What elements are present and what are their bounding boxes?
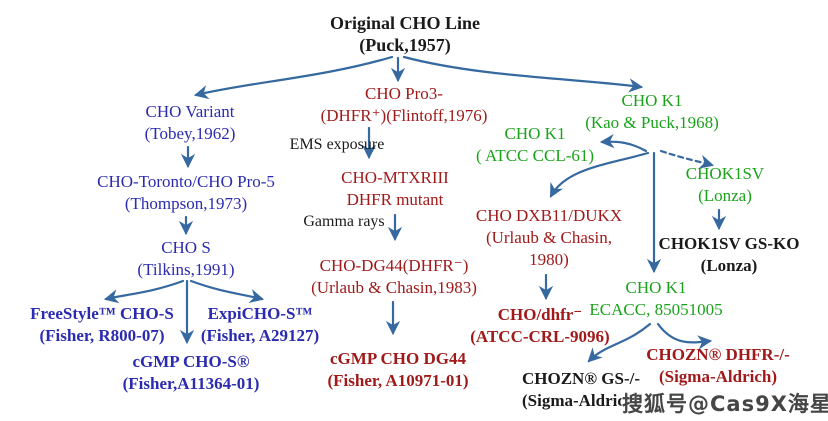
- node-expicho-s: ExpiCHO-S™ (Fisher, A29127): [201, 303, 319, 347]
- arrow-k1-to-dxb11: [549, 151, 650, 198]
- node-citation: (Lonza): [700, 256, 758, 275]
- node-citation: (Lonza): [698, 186, 752, 205]
- node-citation-year: 1980): [529, 250, 569, 269]
- node-cgmp-cho-s: cGMP CHO-S® (Fisher,A11364-01): [123, 351, 260, 395]
- node-citation: (Kao & Puck,1968): [585, 113, 719, 132]
- node-citation: (DHFR⁺)(Flintoff,1976): [320, 106, 488, 125]
- node-citation: (Urlaub & Chasin,: [485, 228, 613, 247]
- node-citation: (Tilkins,1991): [137, 260, 235, 279]
- node-label: CHOZN® GS-/-: [521, 369, 641, 388]
- node-label: cGMP CHO-S®: [132, 352, 250, 371]
- node-citation: (Fisher, A10971-01): [327, 371, 469, 390]
- node-label: CHOK1SV GS-KO: [658, 234, 800, 253]
- arrow-ecacc-to-chozn-dhfr: [656, 322, 713, 350]
- node-freestyle-cho-s: FreeStyle™ CHO-S (Fisher, R800-07): [30, 303, 174, 347]
- node-label: Original CHO Line: [329, 13, 481, 33]
- node-citation: (Fisher,A11364-01): [122, 374, 260, 393]
- node-label: cGMP CHO DG44: [330, 349, 466, 368]
- node-chozn-gs: CHOZN® GS-/- (Sigma-Aldrich): [522, 368, 640, 412]
- arrow-cho-s-to-freestyle: [103, 279, 185, 304]
- node-citation: (Thompson,1973): [124, 194, 248, 213]
- node-cho-variant: CHO Variant (Tobey,1962): [145, 101, 236, 145]
- node-cho-dhfr: CHO/dhfr⁻ (ATCC-CRL-9096): [470, 304, 609, 348]
- node-label: CHO-Toronto/CHO Pro-5: [97, 172, 275, 191]
- node-citation: (Sigma-Aldrich): [658, 367, 778, 386]
- node-citation: ECACC, 85051005: [589, 300, 723, 319]
- node-label: CHOK1SV: [685, 164, 765, 183]
- node-citation: (Tobey,1962): [144, 124, 236, 143]
- node-citation: (Urlaub & Chasin,1983): [311, 278, 477, 297]
- node-citation: (Sigma-Aldrich): [521, 391, 641, 410]
- node-citation: (Fisher, R800-07): [39, 326, 165, 345]
- node-citation: ( ATCC CCL-61): [475, 146, 595, 165]
- node-label: CHO-DG44(DHFR⁻): [319, 256, 469, 275]
- node-label: CHO K1: [621, 91, 683, 110]
- node-chok1sv-gs-ko: CHOK1SV GS-KO (Lonza): [659, 233, 800, 277]
- sohu-watermark: 搜狐号@Cas9X海星生物: [622, 392, 828, 416]
- arrow-original-to-cho-k1: [402, 55, 644, 93]
- node-label: CHO K1: [504, 124, 566, 143]
- node-chozn-dhfr: CHOZN® DHFR-/- (Sigma-Aldrich): [646, 344, 790, 388]
- node-label: CHOZN® DHFR-/-: [646, 345, 790, 364]
- node-label: CHO Variant: [145, 102, 235, 121]
- node-cho-k1-kao: CHO K1 (Kao & Puck,1968): [585, 90, 719, 134]
- node-cho-k1-ecacc: CHO K1 ECACC, 85051005: [589, 277, 722, 321]
- node-label: CHO S: [161, 238, 211, 257]
- node-label: CHO/dhfr⁻: [497, 305, 583, 324]
- node-sublabel: DHFR mutant: [346, 190, 444, 209]
- label-ems-exposure: EMS exposure: [289, 136, 385, 153]
- node-label: FreeStyle™ CHO-S: [30, 304, 174, 323]
- arrow-cho-s-to-expi: [189, 279, 265, 303]
- node-original-cho-line: Original CHO Line (Puck,1957): [330, 12, 480, 56]
- node-label: CHO-MTXRIII: [341, 168, 449, 187]
- label-gamma-rays: Gamma rays: [303, 213, 385, 230]
- node-label: CHO Pro3-: [365, 84, 443, 103]
- arrow-k1-to-atcc: [599, 134, 648, 153]
- node-cho-s: CHO S (Tilkins,1991): [137, 237, 234, 281]
- arrow-ecacc-to-chozn-gs: [587, 322, 652, 363]
- arrow-k1-to-chok1sv-dashed: [659, 149, 715, 169]
- node-chok1sv: CHOK1SV (Lonza): [686, 163, 764, 207]
- node-cgmp-cho-dg44: cGMP CHO DG44 (Fisher, A10971-01): [327, 348, 468, 392]
- node-cho-mtxriii: CHO-MTXRIII DHFR mutant: [341, 167, 449, 211]
- node-cho-toronto-pro5: CHO-Toronto/CHO Pro-5 (Thompson,1973): [97, 171, 275, 215]
- node-citation: (ATCC-CRL-9096): [470, 327, 610, 346]
- node-citation: (Puck,1957): [359, 35, 451, 55]
- node-label: CHO K1: [625, 278, 687, 297]
- node-label: ExpiCHO-S™: [207, 304, 313, 323]
- node-cho-dg44: CHO-DG44(DHFR⁻) (Urlaub & Chasin,1983): [311, 255, 477, 299]
- node-cho-dxb11-dukx: CHO DXB11/DUKX (Urlaub & Chasin, 1980): [476, 205, 622, 271]
- node-label: CHO DXB11/DUKX: [475, 206, 623, 225]
- arrow-original-to-cho-variant: [193, 55, 394, 100]
- node-cho-k1-atcc: CHO K1 ( ATCC CCL-61): [476, 123, 594, 167]
- node-citation: (Fisher, A29127): [200, 326, 320, 345]
- node-cho-pro3: CHO Pro3- (DHFR⁺)(Flintoff,1976): [321, 83, 488, 127]
